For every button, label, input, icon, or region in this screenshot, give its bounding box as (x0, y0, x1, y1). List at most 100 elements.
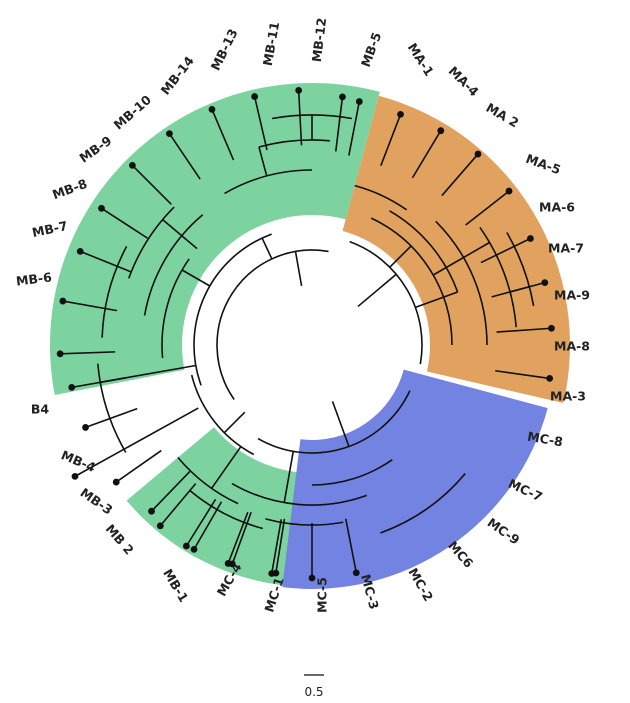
leaf-tip-dot (71, 472, 79, 480)
terminal-branch (193, 501, 223, 550)
branch-arc (143, 214, 204, 316)
leaf-tip-dot (437, 127, 445, 135)
branch-arc (189, 489, 264, 530)
terminal-branch (334, 96, 344, 152)
leaf-ma-6: MA-6 (465, 187, 575, 226)
leaf-label: MA-9 (554, 288, 590, 303)
terminal-branch (491, 281, 545, 298)
leaf-tip-dot (308, 574, 316, 582)
leaf-label: MB-8 (50, 176, 89, 202)
leaf-tip-dot (148, 507, 155, 515)
leaf-mb-7: MB-7 (31, 218, 118, 312)
branch-arc (354, 184, 408, 211)
terminal-branch (227, 511, 249, 564)
leaf-label: B4 (31, 402, 50, 417)
terminal-branch (441, 153, 479, 197)
leaf-label: MB-14 (158, 53, 197, 98)
branch-arc (224, 169, 313, 195)
branch-spoke (331, 401, 350, 447)
branch-spoke (261, 237, 273, 260)
terminal-branch (480, 237, 531, 264)
leaf-tip-dot (228, 560, 236, 568)
branch-arc (231, 482, 367, 506)
leaf-label: MA-6 (539, 200, 575, 215)
branch-arc (380, 473, 466, 534)
branch-arc (258, 139, 330, 148)
leaf-label: MC-8 (526, 429, 564, 450)
branch-arc (265, 518, 344, 526)
branch-arc (435, 220, 488, 346)
terminal-branch (253, 96, 268, 151)
terminal-branch (348, 101, 361, 156)
terminal-branch (411, 130, 442, 179)
leaf-ma-7: MA-7 (480, 235, 584, 264)
terminal-branch (380, 114, 402, 167)
branch-arc (193, 233, 272, 386)
leaf-label: MB-7 (31, 218, 69, 240)
leaf-label: MA-1 (405, 40, 437, 78)
leaf-tip-dot (82, 424, 89, 431)
scale-bar-label: 0.5 (304, 685, 323, 699)
branch-arc (479, 226, 518, 328)
branch-arc (177, 456, 239, 505)
terminal-branch (495, 369, 550, 380)
leaf-label: MA-7 (548, 241, 584, 256)
leaf-tip-dot (156, 522, 164, 530)
leaf-tip-dot (166, 130, 173, 137)
leaf-tip-dot (339, 93, 346, 101)
leaf-label: MB-3 (78, 485, 116, 518)
branch-spoke (357, 273, 397, 308)
branch-arc (216, 249, 329, 400)
leaf-mb-12: MB-12 (295, 17, 329, 146)
leaf-label: MC-5 (315, 577, 330, 613)
leaf-tip-dot (190, 545, 198, 553)
sector-ma (342, 95, 570, 404)
leaf-label: MB-12 (309, 17, 329, 63)
terminal-branch (496, 327, 552, 333)
leaf-tip-dot (112, 478, 120, 486)
clade-sectors (50, 83, 570, 589)
terminal-branch (211, 109, 235, 161)
leaf-label: MB-1 (160, 566, 191, 604)
leaf-tip-dot (268, 570, 276, 577)
leaf-tip-dot (68, 383, 76, 391)
branch-arc (161, 258, 190, 359)
leaf-tip-dot (76, 247, 84, 255)
sector-mc (282, 369, 548, 589)
leaf-label: MA-5 (524, 151, 563, 177)
leaf-tip-dot (541, 279, 549, 287)
branch-spoke (389, 245, 412, 268)
leaf-tip-dot (98, 204, 105, 212)
terminal-branch (115, 449, 162, 483)
leaf-tip-dot (352, 569, 360, 577)
leaf-tip-dot (183, 542, 190, 550)
leaf-b4: B4 (31, 402, 199, 480)
leaf-label: MB-11 (260, 21, 283, 67)
leaf-tip-dot (208, 105, 216, 113)
leaf-label: MB 2 (103, 521, 137, 557)
terminal-branch (60, 351, 116, 355)
leaf-tip-dot (355, 98, 363, 105)
terminal-branch (185, 498, 217, 547)
terminal-branch (150, 471, 191, 512)
terminal-branch (297, 90, 303, 146)
branch-spoke (432, 241, 490, 276)
leaf-label: MB-6 (15, 269, 53, 288)
leaf-label: MA-8 (554, 339, 590, 354)
leaf-mc-5: MC-5 (268, 519, 330, 613)
branch-spoke (294, 251, 303, 287)
leaf-tip-dot (128, 161, 136, 169)
tree-branches (97, 114, 535, 534)
leaf-tip-dot (56, 350, 64, 358)
terminal-branch (74, 407, 199, 478)
leaf-label: MB-10 (111, 92, 155, 133)
branch-arc (257, 390, 411, 454)
branch-arc (97, 363, 127, 453)
terminal-branch (270, 519, 283, 574)
leaf-label: MB-4 (59, 447, 98, 475)
leaf-label: MA-4 (446, 63, 482, 99)
terminal-branch (85, 407, 138, 429)
leaf-ma-8: MA-8 (496, 324, 590, 354)
leaf-label: MA-3 (550, 389, 586, 404)
branch-arc (389, 210, 459, 293)
